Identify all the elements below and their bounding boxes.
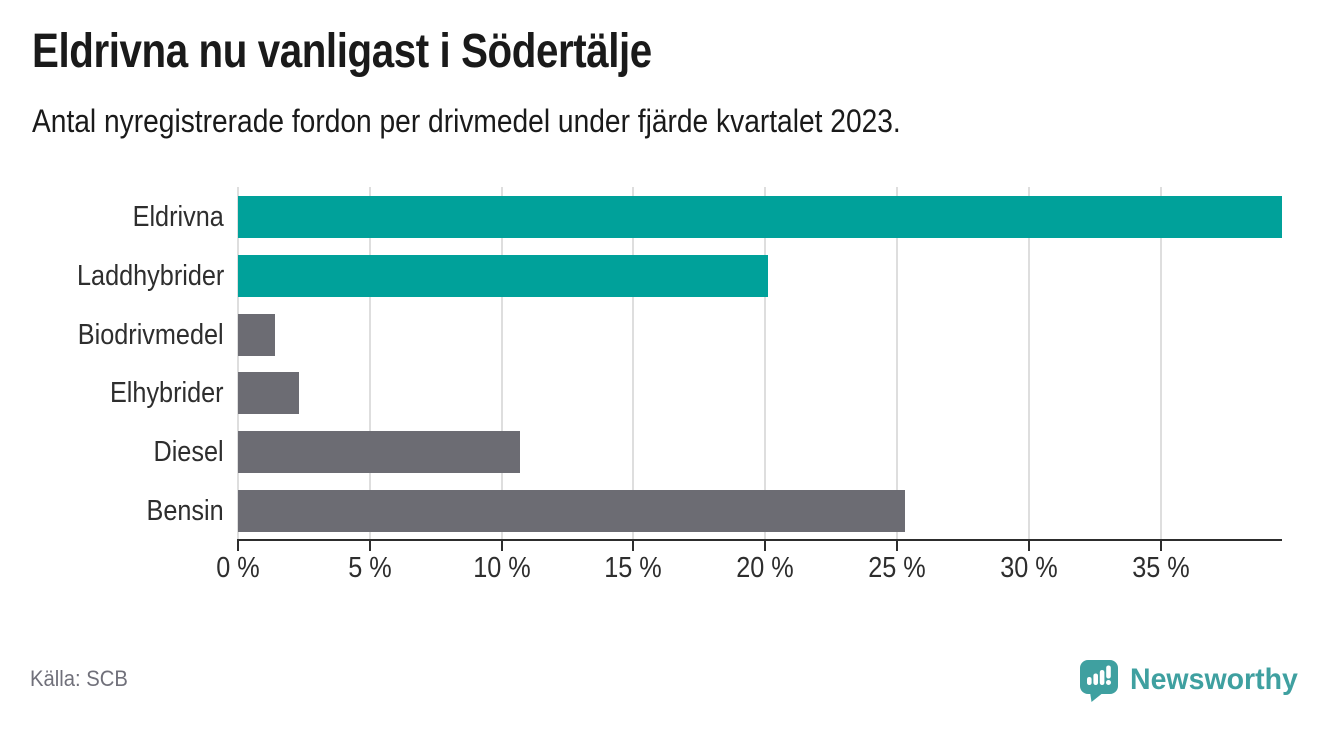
x-tick-label-20pct: 20 % bbox=[736, 552, 795, 584]
bar-diesel bbox=[238, 431, 520, 473]
bar-eldrivna bbox=[238, 196, 1282, 238]
category-label-text: Bensin bbox=[146, 494, 224, 527]
x-axis-tick-25pct bbox=[896, 539, 899, 551]
gridline-30pct bbox=[1027, 187, 1030, 539]
x-axis-tick-35pct bbox=[1159, 539, 1162, 551]
x-tick-label-5pct: 5 % bbox=[348, 552, 392, 584]
gridline-20pct bbox=[764, 187, 767, 539]
x-tick-label-0pct: 0 % bbox=[216, 552, 260, 584]
category-label-bensin: Bensin bbox=[0, 490, 224, 532]
bar-elhybrider bbox=[238, 372, 299, 414]
x-axis-tick-15pct bbox=[632, 539, 635, 551]
gridline-25pct bbox=[896, 187, 899, 539]
chart-title: Eldrivna nu vanligast i Södertälje bbox=[32, 25, 652, 78]
newsworthy-logo-icon bbox=[1080, 660, 1119, 702]
category-label-text: Diesel bbox=[153, 435, 224, 468]
x-axis-line bbox=[238, 539, 1282, 541]
category-label-eldrivna: Eldrivna bbox=[0, 196, 224, 238]
category-label-diesel: Diesel bbox=[0, 431, 224, 473]
x-axis-tick-30pct bbox=[1027, 539, 1030, 551]
newsworthy-brand: Newsworthy bbox=[1079, 658, 1307, 702]
x-tick-label-25pct: 25 % bbox=[868, 552, 926, 584]
x-tick-label-30pct: 30 % bbox=[1000, 552, 1058, 584]
x-tick-label-35pct: 35 % bbox=[1131, 552, 1190, 584]
x-axis-tick-0pct bbox=[237, 539, 239, 551]
newsworthy-wordmark: Newsworthy bbox=[1130, 663, 1299, 696]
category-label-text: Biodrivmedel bbox=[78, 318, 224, 351]
gridline-35pct bbox=[1159, 187, 1162, 539]
source-note: Källa: SCB bbox=[30, 666, 128, 691]
category-label-text: Laddhybrider bbox=[76, 259, 224, 292]
chart-subtitle: Antal nyregistrerade fordon per drivmede… bbox=[32, 103, 901, 139]
bar-biodrivmedel bbox=[238, 314, 275, 356]
x-axis-tick-20pct bbox=[764, 539, 767, 551]
category-label-biodrivmedel: Biodrivmedel bbox=[0, 314, 224, 356]
bar-bensin bbox=[238, 490, 905, 532]
category-label-laddhybrider: Laddhybrider bbox=[0, 255, 224, 297]
category-label-elhybrider: Elhybrider bbox=[0, 372, 224, 414]
x-tick-label-15pct: 15 % bbox=[604, 552, 663, 584]
x-axis-tick-5pct bbox=[368, 539, 371, 551]
x-tick-label-10pct: 10 % bbox=[472, 552, 531, 584]
gridline-5pct bbox=[368, 187, 371, 539]
category-label-text: Elhybrider bbox=[110, 376, 224, 409]
gridline-15pct bbox=[632, 187, 635, 539]
category-label-text: Eldrivna bbox=[132, 200, 224, 233]
x-axis-tick-10pct bbox=[500, 539, 503, 551]
gridline-10pct bbox=[500, 187, 503, 539]
gridline-0pct bbox=[237, 187, 239, 539]
bar-laddhybrider bbox=[238, 255, 768, 297]
